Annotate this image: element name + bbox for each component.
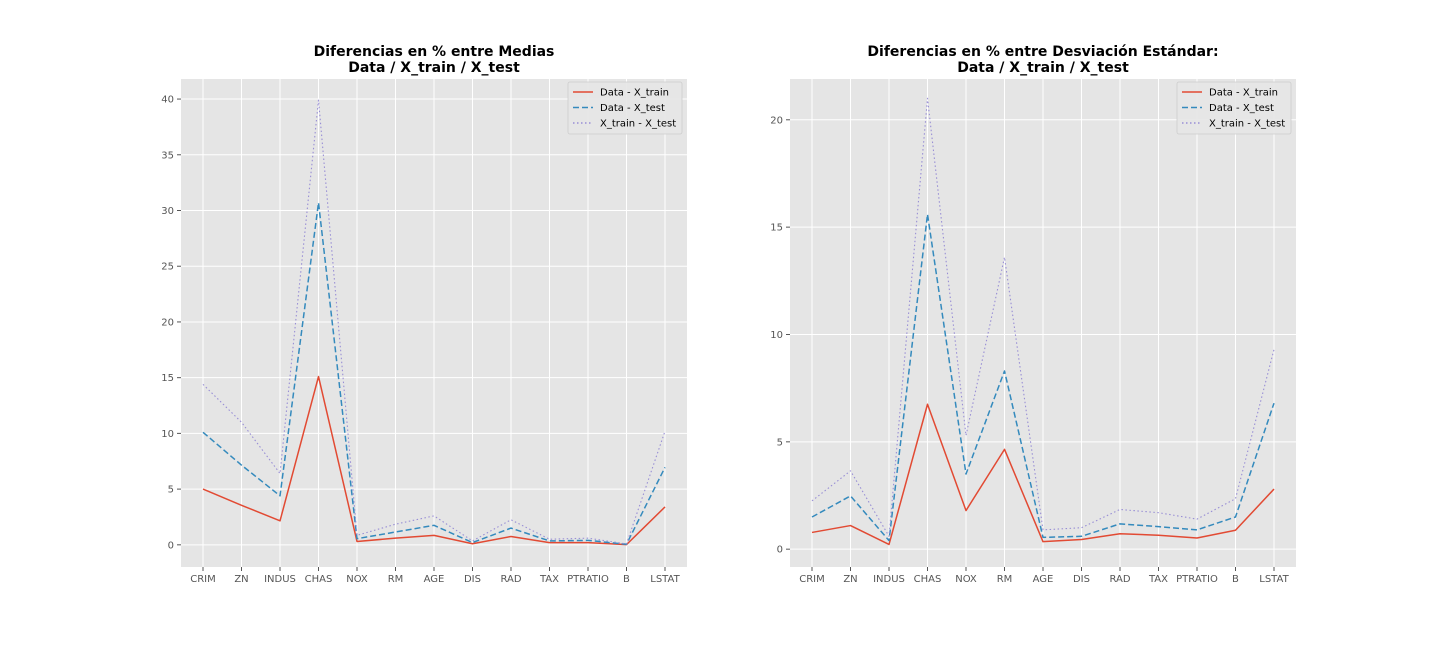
y-tick-label: 10	[770, 330, 783, 341]
legend-label: X_train - X_test	[600, 119, 676, 130]
x-tick-label: AGE	[424, 574, 445, 585]
legend-label: Data - X_test	[600, 103, 665, 114]
legend-label: Data - X_train	[600, 88, 669, 99]
chart-title-line: Diferencias en % entre Desviación Estánd…	[867, 44, 1218, 60]
x-tick-label: ZN	[234, 574, 248, 585]
series-line-1	[202, 375, 666, 546]
x-tick-label: RM	[388, 574, 404, 585]
x-tick-label: DIS	[464, 574, 481, 585]
chart-title-line: Diferencias en % entre Medias	[314, 44, 555, 60]
x-tick-label: RAD	[500, 574, 521, 585]
legend: Data - X_train Data - X_test X_train - X_t…	[567, 81, 683, 135]
y-tick-label: 10	[161, 429, 174, 440]
series-line-1	[811, 403, 1275, 546]
x-tick-label: CHAS	[305, 574, 333, 585]
x-tick-label: B	[1232, 574, 1239, 585]
x-tick-label: AGE	[1033, 574, 1054, 585]
x-tick-label: NOX	[346, 574, 368, 585]
chart-1: CRIM ZN INDUS CHAS NOX RM AGE DIS RAD TAX PTRATIO B…	[161, 44, 687, 585]
y-tick-label: 40	[161, 95, 174, 106]
legend-label: Data - X_test	[1209, 103, 1274, 114]
x-tick-label: TAX	[1148, 574, 1168, 585]
chart-title-line: Data / X_train / X_test	[957, 60, 1129, 76]
y-tick-label: 25	[161, 262, 174, 273]
series-line-2	[811, 213, 1275, 542]
chart-2: CRIM ZN INDUS CHAS NOX RM AGE DIS RAD TAX PTRATIO B…	[770, 44, 1296, 585]
y-tick-label: 5	[777, 437, 783, 448]
x-tick-label: ZN	[843, 574, 857, 585]
y-tick-label: 30	[161, 206, 174, 217]
chart-title-line: Data / X_train / X_test	[348, 60, 520, 76]
legend-box	[567, 81, 683, 135]
x-tick-label: CRIM	[799, 574, 825, 585]
x-tick-label: CHAS	[914, 574, 942, 585]
y-tick-label: 20	[161, 317, 174, 328]
x-tick-label: DIS	[1073, 574, 1090, 585]
y-tick-label: 15	[161, 373, 174, 384]
x-tick-label: RM	[997, 574, 1013, 585]
x-tick-label: LSTAT	[650, 574, 680, 585]
x-tick-label: CRIM	[190, 574, 216, 585]
x-tick-label: RAD	[1109, 574, 1130, 585]
y-tick-label: 0	[777, 545, 783, 556]
legend-box	[1176, 81, 1292, 135]
legend-label: X_train - X_test	[1209, 119, 1285, 130]
x-tick-label: LSTAT	[1259, 574, 1289, 585]
y-tick-label: 5	[168, 485, 174, 496]
series-line-2	[202, 201, 666, 546]
x-tick-label: PTRATIO	[567, 574, 609, 585]
y-tick-label: 35	[161, 150, 174, 161]
x-tick-label: B	[623, 574, 630, 585]
series-line-3	[811, 97, 1275, 537]
series-line-3	[202, 99, 666, 545]
x-tick-label: INDUS	[264, 574, 296, 585]
y-tick-label: 15	[770, 223, 783, 234]
x-tick-label: INDUS	[873, 574, 905, 585]
x-tick-label: NOX	[955, 574, 977, 585]
x-tick-label: TAX	[539, 574, 559, 585]
legend-label: Data - X_train	[1209, 88, 1278, 99]
y-tick-label: 20	[770, 115, 783, 126]
legend: Data - X_train Data - X_test X_train - X_t…	[1176, 81, 1292, 135]
x-tick-label: PTRATIO	[1176, 574, 1218, 585]
y-tick-label: 0	[168, 540, 174, 551]
